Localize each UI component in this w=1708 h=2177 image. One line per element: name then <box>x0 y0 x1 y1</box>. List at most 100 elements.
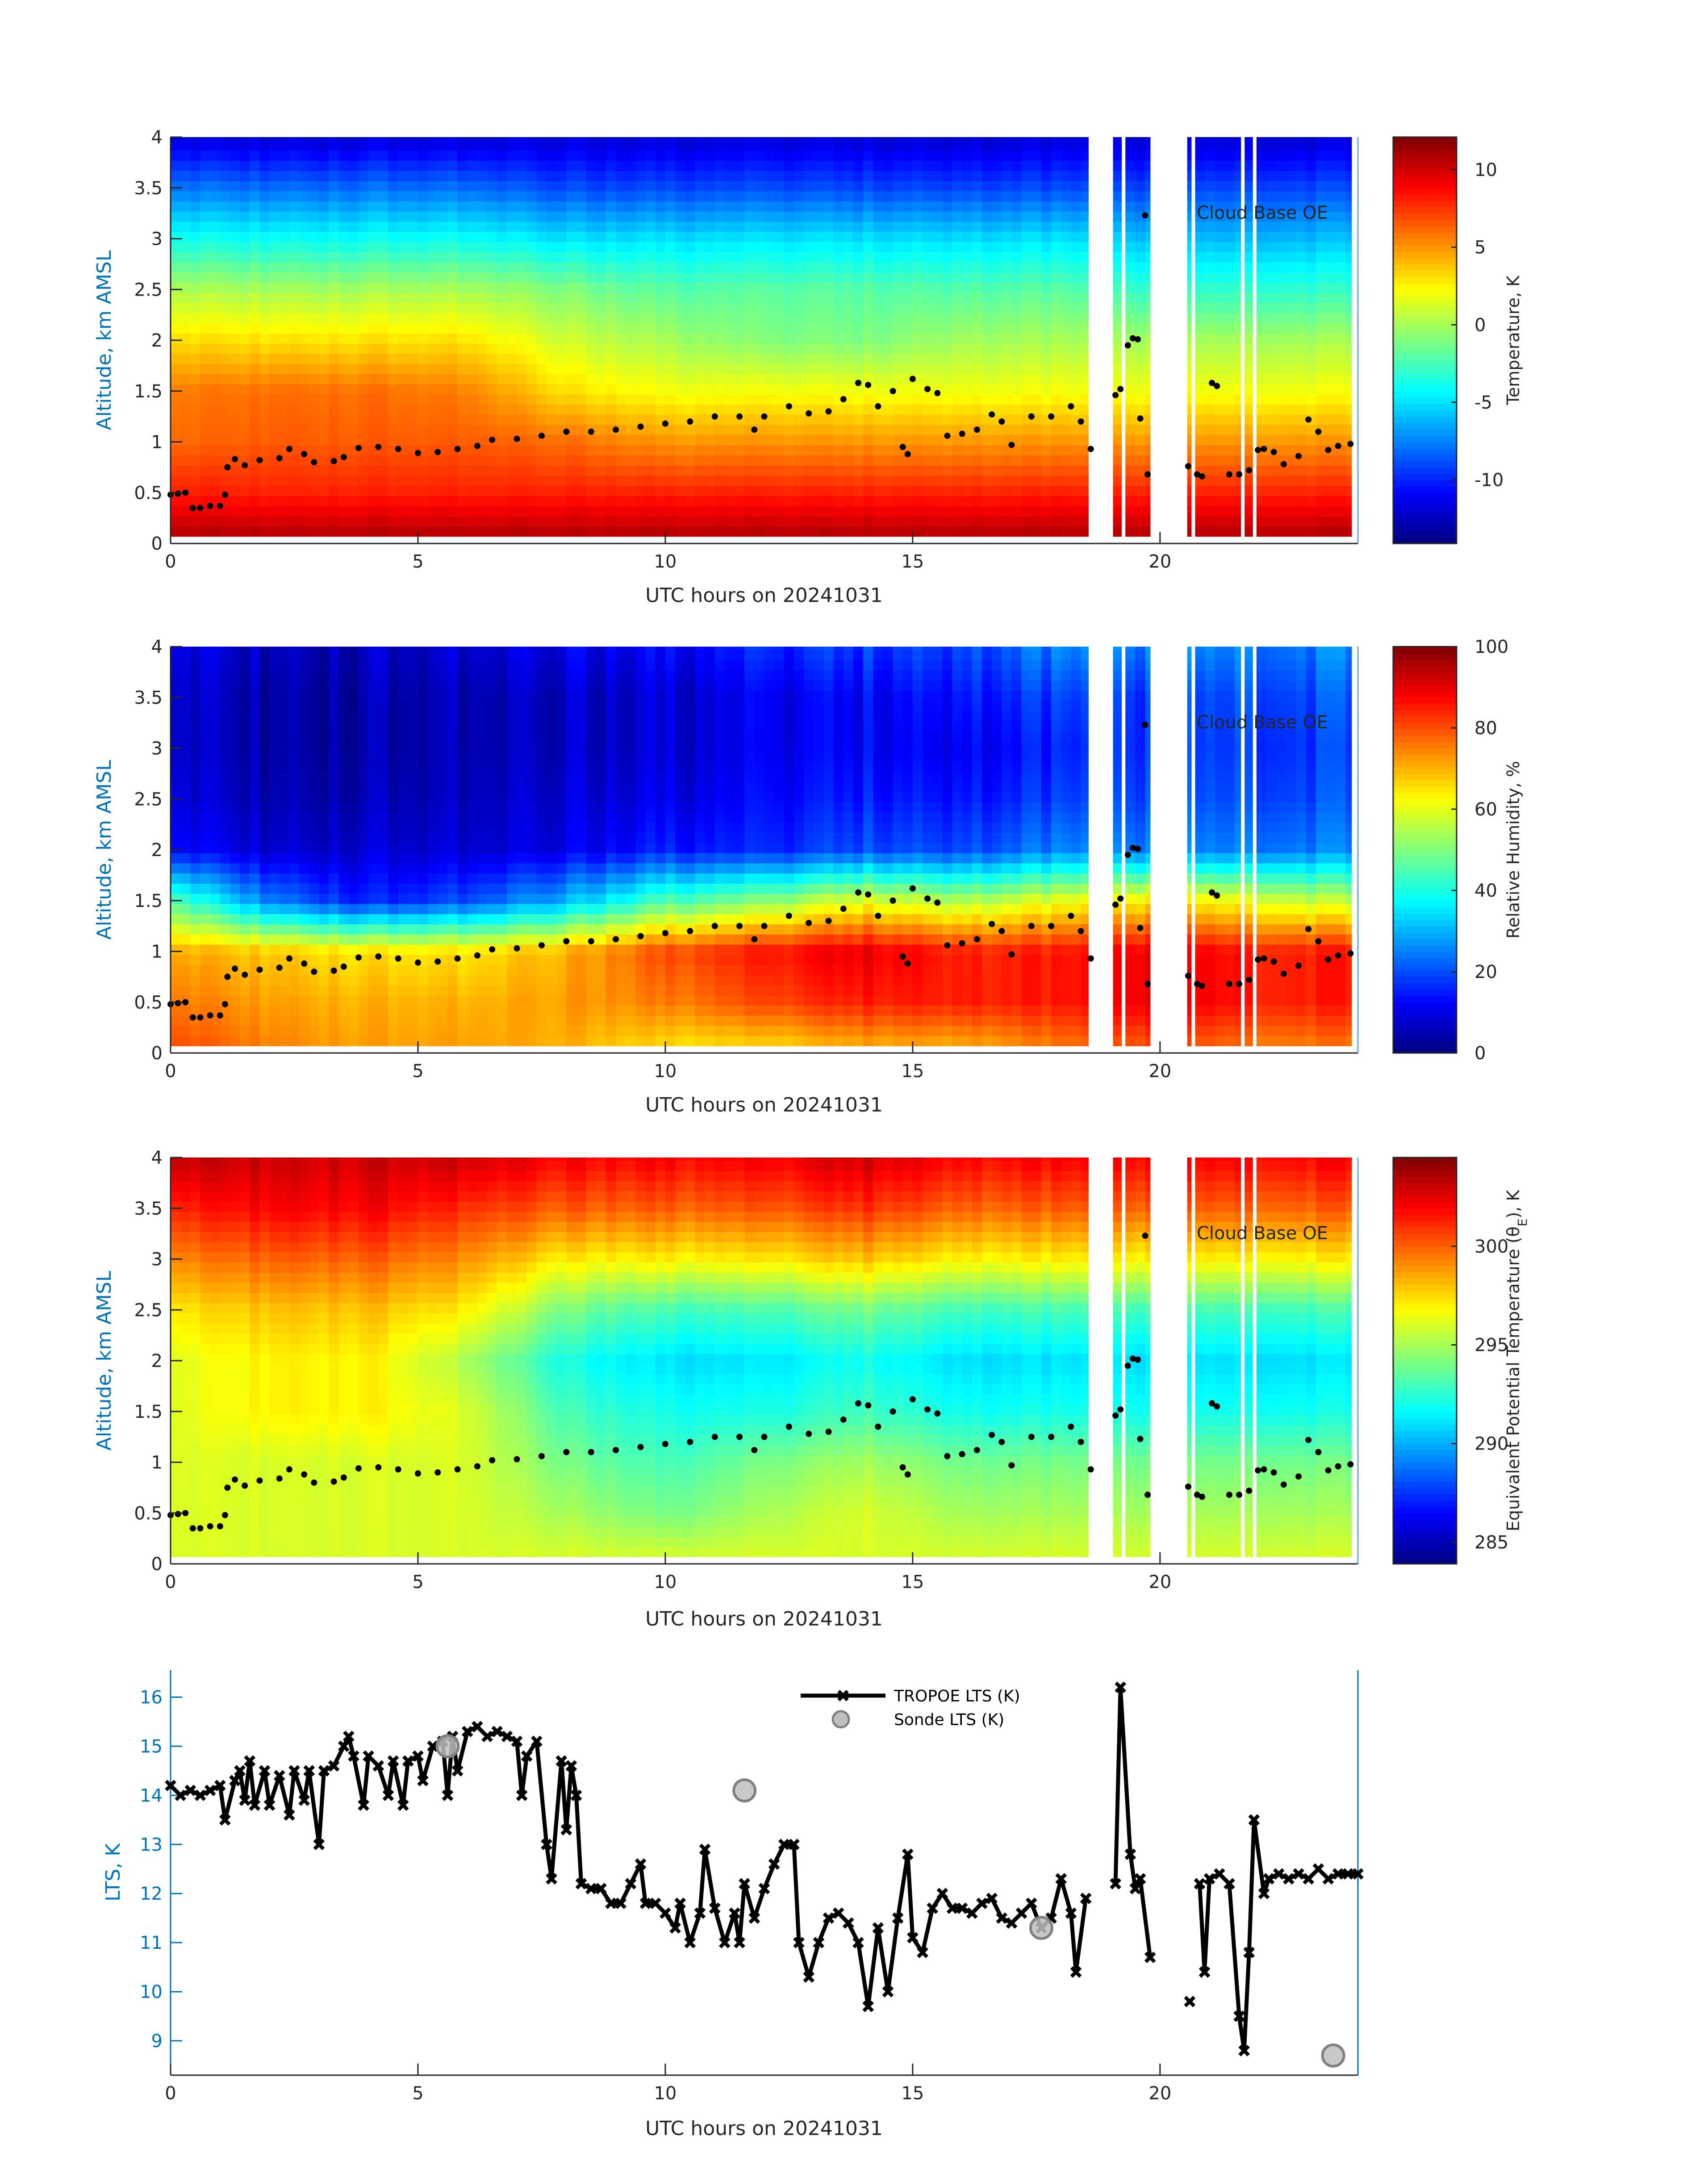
heatmap-cell <box>250 506 260 517</box>
heatmap-cell <box>536 465 547 476</box>
heatmap-cell <box>1315 242 1326 252</box>
heatmap-cell <box>606 455 616 466</box>
heatmap-cell <box>784 485 794 496</box>
heatmap-cell <box>606 211 616 222</box>
heatmap-cell <box>319 302 330 313</box>
heatmap-cell <box>1224 496 1235 506</box>
heatmap-cell <box>952 384 963 395</box>
heatmap-cell <box>1205 262 1215 273</box>
heatmap-cell <box>418 252 428 263</box>
heatmap-cell <box>536 242 547 252</box>
heatmap-cell <box>477 180 488 192</box>
heatmap-cell <box>438 242 448 252</box>
heatmap-cell <box>1286 323 1297 334</box>
heatmap-cell <box>1113 343 1122 354</box>
heatmap-cell <box>309 465 320 476</box>
heatmap-cell <box>1215 282 1225 293</box>
heatmap-cell <box>1002 404 1012 415</box>
heatmap-cell <box>952 171 963 181</box>
heatmap-cell <box>814 292 824 303</box>
heatmap-cell <box>992 435 1002 446</box>
heatmap-cell <box>616 445 626 455</box>
heatmap-cell <box>714 313 725 324</box>
heatmap-cell <box>665 506 676 517</box>
heatmap-cell <box>556 506 567 517</box>
heatmap-cell <box>735 465 745 476</box>
cloud-base-point <box>217 502 223 509</box>
heatmap-cell <box>190 893 201 904</box>
heatmap-cell <box>338 475 349 486</box>
heatmap-cell <box>793 231 804 242</box>
heatmap-cell <box>1244 221 1253 232</box>
heatmap-cell <box>1135 137 1146 141</box>
heatmap-cell <box>675 353 686 364</box>
heatmap-cell <box>250 221 260 232</box>
heatmap-cell <box>447 333 458 344</box>
heatmap-cell <box>329 140 339 151</box>
heatmap-cell <box>269 140 280 151</box>
heatmap-cell <box>744 302 755 313</box>
heatmap-cell <box>348 201 359 212</box>
heatmap-cell <box>388 506 399 517</box>
heatmap-cell <box>1224 211 1235 222</box>
heatmap-cell <box>329 292 339 303</box>
heatmap-cell <box>873 313 884 324</box>
heatmap-cell <box>1205 171 1215 181</box>
heatmap-cell <box>616 221 626 232</box>
heatmap-cell <box>200 323 211 334</box>
heatmap-cell <box>556 231 567 242</box>
heatmap-cell <box>299 496 310 506</box>
heatmap-cell <box>428 343 438 354</box>
heatmap-cell <box>1256 231 1267 242</box>
y-axis-label: Altitude, km AMSL <box>93 760 116 940</box>
heatmap-cell <box>1113 404 1122 415</box>
heatmap-cell <box>912 506 923 517</box>
heatmap-cell <box>230 485 240 496</box>
heatmap-cell <box>200 710 211 721</box>
heatmap-cell <box>675 364 686 374</box>
heatmap-cell <box>240 384 251 395</box>
heatmap-cell <box>952 364 963 374</box>
heatmap-cell <box>259 364 270 374</box>
heatmap-cell <box>863 262 874 273</box>
heatmap-cell <box>932 374 943 384</box>
heatmap-cell <box>586 435 597 446</box>
heatmap-cell <box>1125 160 1136 171</box>
heatmap-cell <box>784 323 794 334</box>
heatmap-cell <box>1276 343 1287 354</box>
heatmap-cell <box>735 272 745 283</box>
heatmap-cell <box>972 445 982 455</box>
heatmap-cell <box>438 435 448 446</box>
heatmap-cell <box>853 191 864 202</box>
heatmap-cell <box>319 424 330 435</box>
heatmap-cell <box>626 343 636 354</box>
heatmap-cell <box>180 374 191 384</box>
heatmap-cell <box>180 700 191 711</box>
heatmap-cell <box>853 302 864 313</box>
heatmap-cell <box>408 343 418 354</box>
heatmap-cell <box>1021 262 1032 273</box>
heatmap-cell <box>923 150 933 161</box>
heatmap-cell <box>626 137 636 141</box>
heatmap-cell <box>171 761 181 772</box>
heatmap-cell <box>319 323 330 334</box>
heatmap-cell <box>863 506 874 517</box>
heatmap-cell <box>1021 191 1032 202</box>
heatmap-cell <box>843 384 854 395</box>
heatmap-cell <box>873 137 884 141</box>
heatmap-cell <box>804 180 814 192</box>
heatmap-cell <box>784 150 794 161</box>
heatmap-cell <box>1205 465 1215 476</box>
heatmap-cell <box>1296 424 1307 435</box>
heatmap-cell <box>606 353 616 364</box>
heatmap-cell <box>180 883 191 894</box>
heatmap-cell <box>932 414 943 425</box>
heatmap-cell <box>1113 282 1122 293</box>
heatmap-cell <box>1125 465 1136 476</box>
heatmap-cell <box>1051 353 1062 364</box>
heatmap-cell <box>289 221 300 232</box>
heatmap-cell <box>695 506 706 517</box>
heatmap-cell <box>1224 424 1235 435</box>
heatmap-cell <box>873 302 884 313</box>
heatmap-cell <box>259 180 270 192</box>
